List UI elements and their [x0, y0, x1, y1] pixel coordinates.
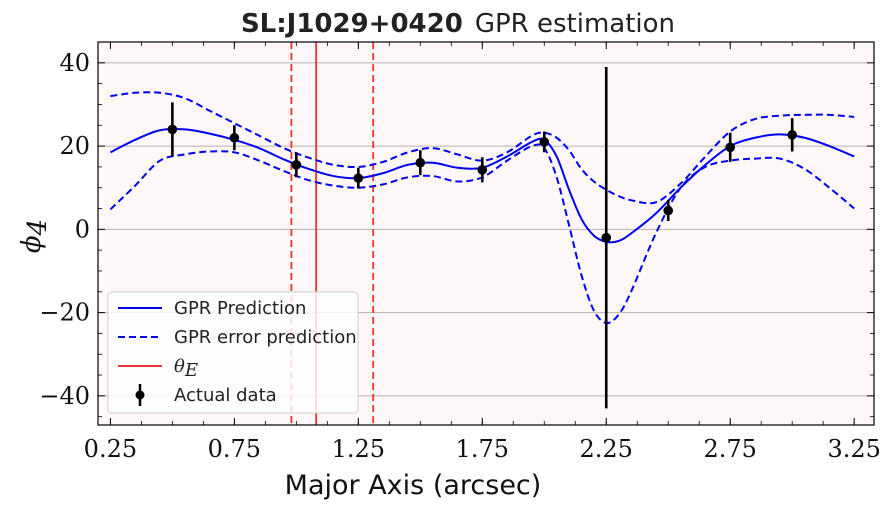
data-point-7 — [601, 232, 612, 243]
series-line-error-2 — [109, 143, 855, 325]
y-tick-label-3: 20 — [59, 132, 90, 160]
chart-title-bold: SL:J1029+0420 — [241, 9, 463, 39]
chart-title-rest: GPR estimation — [475, 9, 675, 39]
series-line-prediction — [109, 127, 855, 244]
legend-theta-symbol: θ — [174, 356, 185, 377]
data-point-8 — [663, 205, 674, 216]
x-tick-label-5: 2.75 — [703, 435, 756, 463]
y-tick-label-1: −20 — [39, 299, 90, 327]
tick-labels: 0.25 0.75 1.25 1.75 2.25 2.75 3.25 −40 −20 0 20 40 — [39, 49, 881, 463]
legend: GPR Prediction GPR error prediction θE A… — [107, 291, 359, 414]
x-axis-label: Major Axis (arcsec) — [285, 470, 542, 501]
legend-label-theta: θE — [174, 356, 198, 381]
y-tick-label-2: 0 — [75, 215, 90, 243]
data-point-5 — [477, 165, 488, 175]
x-tick-label-2: 1.25 — [332, 435, 385, 463]
data-point-2 — [291, 160, 302, 170]
chart-title: SL:J1029+0420 GPR estimation — [241, 9, 675, 39]
data-point-3 — [353, 173, 364, 183]
plot-frame — [97, 41, 875, 426]
x-tick-label-0: 0.25 — [84, 435, 137, 463]
y-axis-label-symbol: ϕ — [17, 235, 47, 253]
data-point-4 — [415, 157, 426, 168]
x-tick-label-4: 2.25 — [580, 435, 633, 463]
data-point-10 — [787, 130, 797, 140]
y-tick-label-4: 40 — [59, 49, 90, 77]
legend-label-error: GPR error prediction — [174, 327, 357, 348]
data-point-6 — [539, 137, 550, 147]
series-layer — [109, 91, 855, 325]
axis-ticks — [98, 41, 874, 425]
data-point-0 — [167, 124, 178, 135]
y-tick-label-0: −40 — [39, 382, 90, 410]
data-point-1 — [229, 132, 240, 143]
legend-label-prediction: GPR Prediction — [174, 298, 306, 319]
x-tick-label-6: 3.25 — [827, 435, 880, 463]
legend-swatch-data-dot — [135, 390, 145, 400]
data-points-layer — [167, 66, 797, 409]
legend-label-data: Actual data — [174, 385, 277, 406]
legend-box — [107, 291, 359, 414]
y-axis-label-sub: 4 — [23, 219, 53, 237]
y-axis-label: ϕ4 — [17, 219, 53, 253]
x-tick-label-3: 1.75 — [456, 435, 509, 463]
legend-theta-sub: E — [184, 360, 198, 381]
data-point-9 — [725, 142, 736, 153]
x-tick-label-1: 0.75 — [208, 435, 261, 463]
